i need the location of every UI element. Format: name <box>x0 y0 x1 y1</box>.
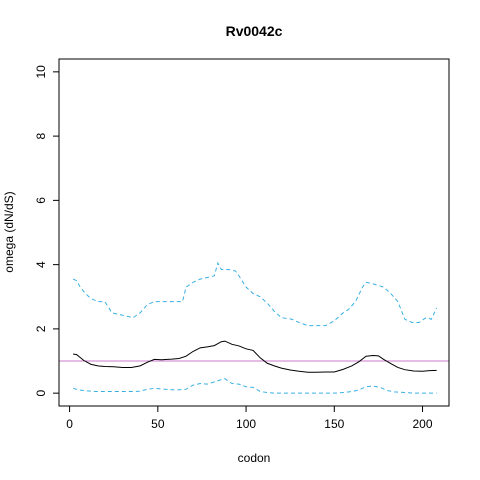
x-axis-title: codon <box>238 451 271 465</box>
y-tick-label: 0 <box>34 389 48 396</box>
y-tick-label: 4 <box>34 261 48 268</box>
y-axis-title: omega (dN/dS) <box>2 191 16 272</box>
x-tick-label: 50 <box>151 417 165 431</box>
y-tick-label: 2 <box>34 325 48 332</box>
x-tick-label: 0 <box>66 417 73 431</box>
chart-title: Rv0042c <box>226 23 283 39</box>
x-tick-label: 100 <box>236 417 256 431</box>
x-tick-label: 200 <box>413 417 433 431</box>
axes: 0 50 100 150 200 0 2 4 6 8 10 <box>34 58 450 431</box>
y-tick-label: 8 <box>34 132 48 139</box>
series-upper-bound-line <box>72 261 438 327</box>
y-tick-label: 10 <box>34 65 48 79</box>
series-estimate-line <box>73 340 437 373</box>
series-lower-bound-line <box>72 378 437 394</box>
plot-area <box>59 261 449 394</box>
x-tick-label: 150 <box>324 417 344 431</box>
y-tick-label: 6 <box>34 197 48 204</box>
